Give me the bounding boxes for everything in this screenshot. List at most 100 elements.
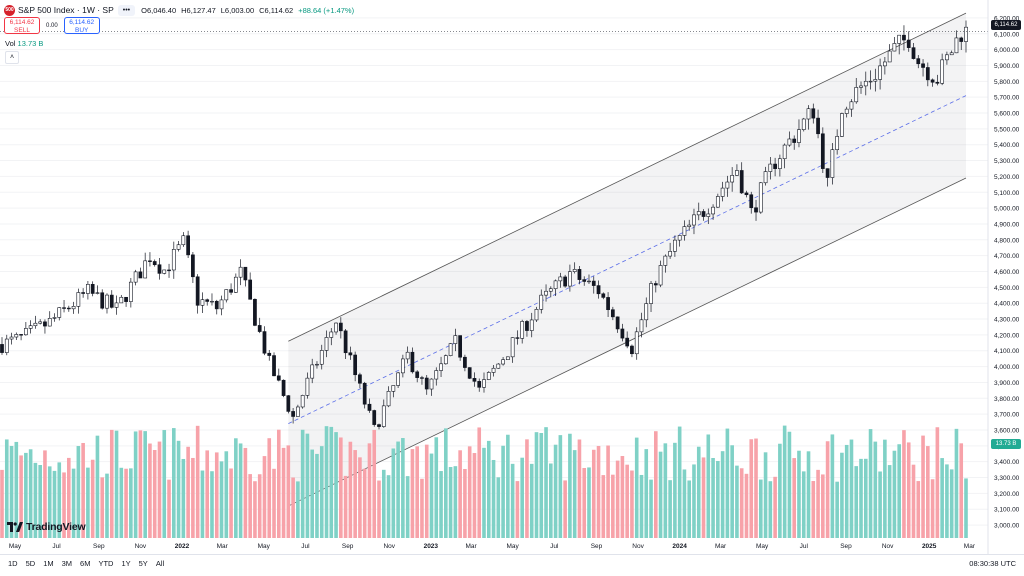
volume-bar <box>243 447 248 538</box>
timeframe-1y[interactable]: 1Y <box>121 559 131 568</box>
candle-body <box>868 80 873 83</box>
timeframe-3m[interactable]: 3M <box>61 559 73 568</box>
candle-body <box>128 281 133 302</box>
candle-body <box>677 235 682 241</box>
volume-bar <box>892 450 897 538</box>
volume-bar <box>601 475 606 538</box>
timeframe-all[interactable]: All <box>155 559 165 568</box>
time-tick-label: 2023 <box>424 543 439 550</box>
volume-bar <box>692 464 696 538</box>
candle-body <box>844 108 849 114</box>
timeframe-6m[interactable]: 6M <box>80 559 91 568</box>
candle-body <box>467 367 472 379</box>
candle-body <box>338 322 343 332</box>
volume-bar <box>329 426 334 538</box>
timeframe-1d[interactable]: 1D <box>8 559 18 568</box>
candle-body <box>43 321 47 327</box>
divider <box>0 554 1024 555</box>
volume-bar <box>238 443 243 538</box>
timeframe-bar: 1D 5D 1M 3M 6M YTD 1Y 5Y All <box>8 559 172 568</box>
volume-bar <box>129 468 133 538</box>
candle-body <box>38 321 43 324</box>
volume-bar <box>372 429 377 538</box>
candle-body <box>873 79 878 82</box>
volume-bar <box>572 450 577 538</box>
price-tick-label: 4,900.00 <box>994 221 1020 228</box>
volume-bar <box>248 474 252 538</box>
candle-body <box>429 378 434 390</box>
candle-body <box>329 331 334 338</box>
volume-bar <box>296 481 300 538</box>
candle-body <box>534 309 539 321</box>
volume-bar <box>4 439 9 538</box>
volume-bar <box>501 445 505 538</box>
timeframe-5y[interactable]: 5Y <box>138 559 148 568</box>
candle-body <box>758 182 763 213</box>
symbol-title[interactable]: S&P 500 Index · 1W · SP <box>18 5 114 15</box>
candle-body <box>591 280 596 286</box>
volume-bar <box>401 438 405 538</box>
candle-body <box>109 294 114 308</box>
candle-body <box>682 226 687 236</box>
time-tick-label: Mar <box>964 543 976 550</box>
candle-body <box>749 194 754 209</box>
timeframe-1m[interactable]: 1M <box>43 559 54 568</box>
candle-body <box>582 279 587 282</box>
volume-bar <box>315 453 319 538</box>
volume-bar <box>195 425 200 538</box>
volume-bar <box>434 437 439 538</box>
candle-body <box>625 337 630 347</box>
volume-bar <box>463 468 467 538</box>
spread-value: 0.00 <box>46 22 58 29</box>
volume-bar <box>921 435 925 538</box>
price-tick-label: 5,500.00 <box>994 126 1020 133</box>
volume-bar <box>305 433 310 538</box>
timeframe-ytd[interactable]: YTD <box>98 559 114 568</box>
candle-body <box>28 325 33 329</box>
candle-body <box>362 382 367 405</box>
volume-bar <box>143 431 147 538</box>
price-tick-label: 5,300.00 <box>994 158 1020 165</box>
volume-bar <box>816 469 820 538</box>
candle-body <box>315 363 319 366</box>
collapse-legend-button[interactable]: ˄ <box>5 51 19 64</box>
candle-body <box>453 335 458 344</box>
candle-body <box>23 328 28 336</box>
tradingview-icon <box>7 522 23 532</box>
time-tick-label: Sep <box>342 543 354 550</box>
volume-bar <box>687 480 692 538</box>
candle-body <box>86 284 90 294</box>
volume-bar <box>553 444 558 538</box>
trade-buttons: 6,114.62 SELL 0.00 6,114.62 BUY <box>4 17 100 34</box>
timeframe-5d[interactable]: 5D <box>25 559 36 568</box>
candle-body <box>14 334 19 338</box>
more-options-button[interactable]: ••• <box>117 4 136 16</box>
volume-bar <box>768 481 773 538</box>
volume-bar <box>868 429 873 538</box>
price-tick-label: 3,800.00 <box>994 396 1020 403</box>
volume-bar <box>496 477 501 538</box>
volume-bar <box>291 477 295 538</box>
candle-body <box>763 171 768 184</box>
buy-button[interactable]: 6,114.62 BUY <box>63 17 100 34</box>
volume-bar <box>945 464 949 538</box>
sell-button[interactable]: 6,114.62 SELL <box>4 17 40 34</box>
volume-bar <box>38 465 42 538</box>
candle-body <box>272 355 276 377</box>
candle-body <box>19 334 23 336</box>
volume-bar <box>668 480 672 538</box>
volume-bar <box>253 481 257 538</box>
volume-bar <box>806 451 811 538</box>
volume-bar <box>797 450 801 538</box>
candle-body <box>296 406 300 417</box>
volume-bar <box>949 469 954 538</box>
volume-bar <box>782 425 787 538</box>
candle-body <box>887 50 892 63</box>
tradingview-logo[interactable]: TradingView <box>7 521 86 533</box>
price-tick-label: 4,000.00 <box>994 364 1020 371</box>
candle-body <box>883 61 887 67</box>
volume-tag: 13.73 B <box>991 439 1021 449</box>
volume-bar <box>596 445 601 538</box>
utc-clock[interactable]: 08:30:38 UTC <box>969 559 1016 568</box>
